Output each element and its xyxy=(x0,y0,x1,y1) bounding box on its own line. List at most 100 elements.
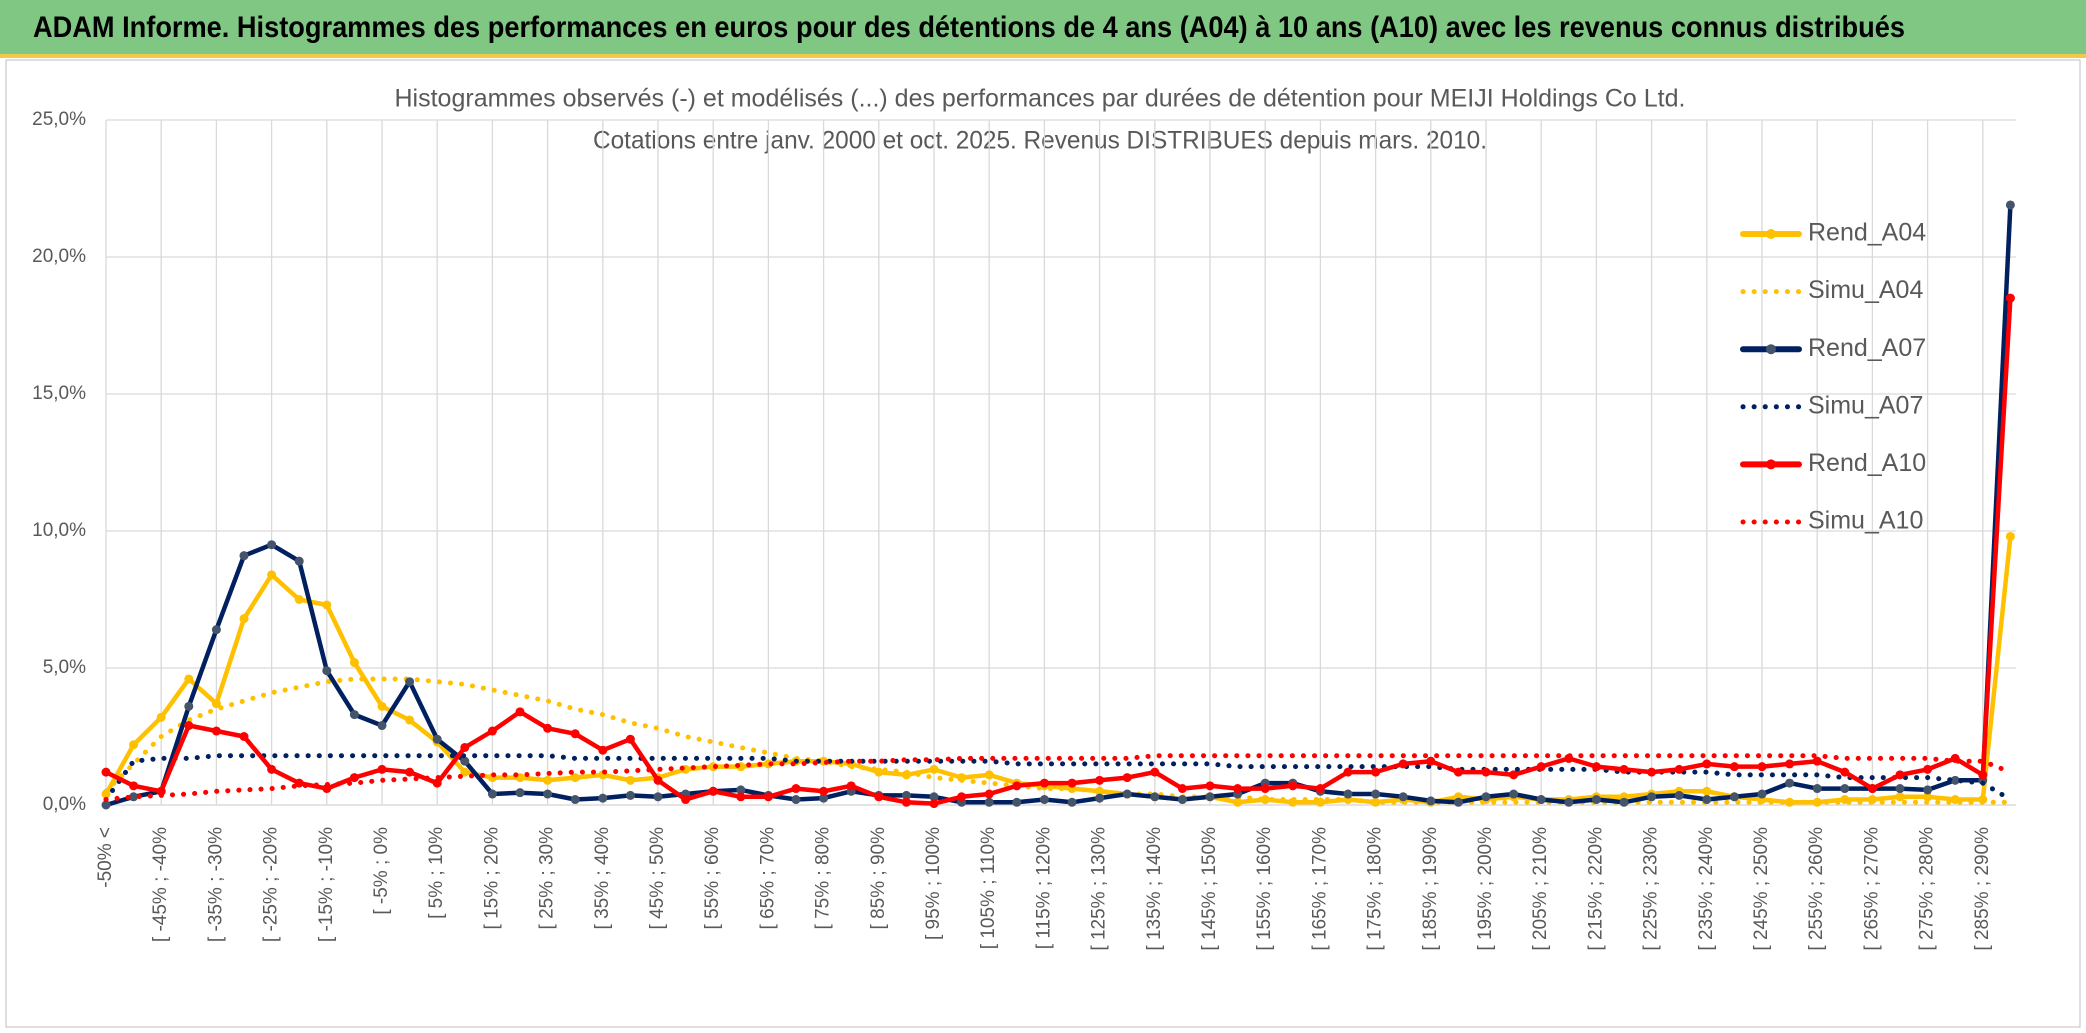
point-marker xyxy=(929,799,939,809)
x-tick-label: -50% < xyxy=(95,827,116,888)
point-marker xyxy=(1233,784,1243,794)
point-marker xyxy=(1812,784,1822,794)
point-marker xyxy=(1509,770,1519,780)
point-marker xyxy=(405,715,415,725)
point-marker xyxy=(1674,790,1684,800)
x-tick-label: [ 275% ; 280% xyxy=(1917,827,1938,951)
point-marker xyxy=(377,764,387,774)
point-marker xyxy=(1371,767,1381,777)
point-marker xyxy=(1122,789,1132,799)
x-tick-label: [ -35% ; -30% xyxy=(205,827,226,942)
point-marker xyxy=(1536,762,1546,772)
point-marker xyxy=(1923,785,1933,795)
point-marker xyxy=(129,792,139,802)
point-marker xyxy=(819,793,829,803)
x-tick-label: [ 75% ; 80% xyxy=(813,827,834,930)
point-marker xyxy=(984,789,994,799)
point-marker xyxy=(570,729,580,739)
point-marker xyxy=(1150,792,1160,802)
chart-subtitle: Cotations entre janv. 2000 et oct. 2025.… xyxy=(593,127,1487,155)
x-tick-label: [ 135% ; 140% xyxy=(1144,827,1165,951)
point-marker xyxy=(1785,778,1795,788)
observed-line xyxy=(103,534,2013,805)
point-marker xyxy=(349,773,359,783)
point-marker xyxy=(874,792,884,802)
x-tick-label: [ 195% ; 200% xyxy=(1475,827,1496,951)
point-marker xyxy=(1619,764,1629,774)
point-marker xyxy=(570,773,580,783)
y-tick-label: 5,0% xyxy=(43,657,86,678)
point-marker xyxy=(1619,797,1629,807)
point-marker xyxy=(763,792,773,802)
point-marker xyxy=(1481,792,1491,802)
point-marker xyxy=(929,792,939,802)
point-marker xyxy=(1923,792,1933,802)
legend-marker xyxy=(1766,459,1776,470)
point-marker xyxy=(1012,781,1022,791)
point-marker xyxy=(1509,789,1519,799)
point-marker xyxy=(294,595,304,604)
point-marker xyxy=(901,797,911,807)
legend-label: Rend_A10 xyxy=(1808,449,1926,477)
legend-marker xyxy=(1766,229,1776,239)
point-marker xyxy=(1536,795,1546,805)
point-marker xyxy=(239,551,249,561)
legend-label: Simu_A10 xyxy=(1808,507,1923,535)
point-marker xyxy=(322,666,332,676)
point-marker xyxy=(405,677,415,687)
point-marker xyxy=(460,767,470,777)
x-tick-label: [ 205% ; 210% xyxy=(1530,827,1551,951)
point-marker xyxy=(184,701,194,711)
point-marker xyxy=(1012,797,1022,807)
point-marker xyxy=(819,786,829,796)
point-marker xyxy=(184,721,194,731)
point-marker xyxy=(1095,793,1105,803)
point-marker xyxy=(1039,795,1049,805)
model-line xyxy=(103,753,2013,802)
x-tick-label: [ 165% ; 170% xyxy=(1309,827,1330,951)
point-marker xyxy=(267,764,277,774)
point-marker xyxy=(184,674,194,684)
x-tick-label: [ 185% ; 190% xyxy=(1420,827,1441,951)
point-marker xyxy=(1978,770,1988,780)
point-marker xyxy=(874,767,884,777)
point-marker xyxy=(1840,767,1850,777)
point-marker xyxy=(543,789,553,799)
point-marker xyxy=(1177,784,1187,794)
point-marker xyxy=(1233,797,1243,807)
point-marker xyxy=(957,792,967,802)
y-tick-label: 10,0% xyxy=(32,520,86,541)
point-marker xyxy=(1702,786,1712,796)
point-marker xyxy=(1205,792,1215,802)
point-marker xyxy=(598,793,608,803)
point-marker xyxy=(901,790,911,800)
point-marker xyxy=(405,767,415,777)
point-marker xyxy=(1343,767,1353,777)
point-marker xyxy=(156,786,166,796)
x-tick-label: [ 25% ; 30% xyxy=(537,827,558,930)
x-tick-label: [ 15% ; 20% xyxy=(481,827,502,930)
point-marker xyxy=(1398,759,1408,769)
point-marker xyxy=(1591,762,1601,772)
chart-frame xyxy=(5,59,2081,1028)
x-tick-label: [ 215% ; 220% xyxy=(1585,827,1606,951)
point-marker xyxy=(1426,796,1436,806)
point-marker xyxy=(101,800,111,810)
header-rule xyxy=(0,54,2086,58)
point-marker xyxy=(1260,795,1270,805)
x-tick-label: [ 255% ; 260% xyxy=(1806,827,1827,951)
x-tick-label: [ 245% ; 250% xyxy=(1751,827,1772,951)
point-marker xyxy=(1150,767,1160,777)
point-marker xyxy=(1095,775,1105,785)
point-marker xyxy=(1674,764,1684,774)
x-tick-label: [ 65% ; 70% xyxy=(757,827,778,930)
legend-label: Rend_A07 xyxy=(1808,334,1926,362)
y-tick-label: 20,0% xyxy=(32,246,86,267)
observed-line xyxy=(103,295,2013,806)
point-marker xyxy=(1702,795,1712,805)
point-marker xyxy=(1785,797,1795,807)
point-marker xyxy=(625,790,635,800)
point-marker xyxy=(1371,797,1381,807)
